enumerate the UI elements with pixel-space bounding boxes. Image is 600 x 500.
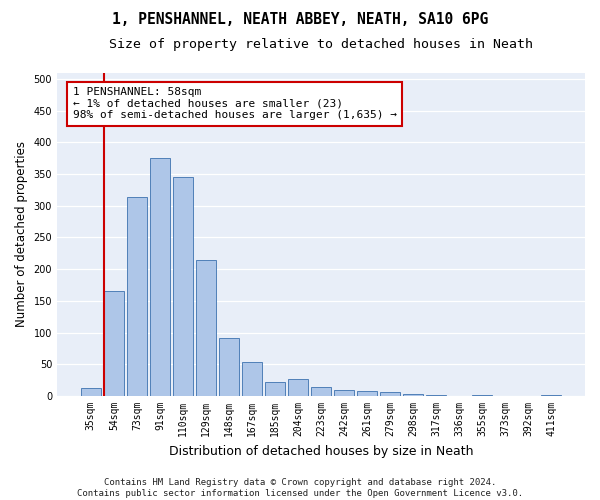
Bar	[357, 391, 377, 396]
Text: 1 PENSHANNEL: 58sqm
← 1% of detached houses are smaller (23)
98% of semi-detache: 1 PENSHANNEL: 58sqm ← 1% of detached hou…	[73, 87, 397, 120]
Bar	[334, 390, 354, 396]
Bar	[104, 292, 124, 396]
Bar	[288, 379, 308, 396]
Bar	[127, 198, 146, 396]
Bar	[173, 177, 193, 396]
Bar	[265, 382, 285, 396]
Title: Size of property relative to detached houses in Neath: Size of property relative to detached ho…	[109, 38, 533, 51]
Y-axis label: Number of detached properties: Number of detached properties	[15, 142, 28, 328]
Bar	[380, 392, 400, 396]
Bar	[403, 394, 423, 396]
Bar	[242, 362, 262, 396]
Bar	[150, 158, 170, 396]
Bar	[196, 260, 216, 396]
Text: Contains HM Land Registry data © Crown copyright and database right 2024.
Contai: Contains HM Land Registry data © Crown c…	[77, 478, 523, 498]
Bar	[311, 387, 331, 396]
Bar	[219, 338, 239, 396]
Text: 1, PENSHANNEL, NEATH ABBEY, NEATH, SA10 6PG: 1, PENSHANNEL, NEATH ABBEY, NEATH, SA10 …	[112, 12, 488, 28]
Bar	[81, 388, 101, 396]
X-axis label: Distribution of detached houses by size in Neath: Distribution of detached houses by size …	[169, 444, 473, 458]
